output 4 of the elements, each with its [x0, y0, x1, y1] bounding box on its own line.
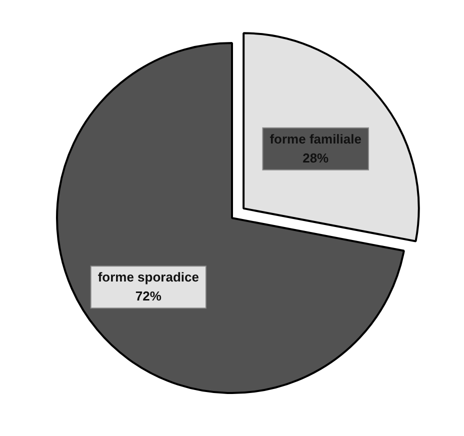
data-label: 28%	[302, 150, 330, 166]
data-label: 72%	[135, 288, 162, 304]
slice-label: forme familiale	[270, 131, 362, 146]
slice-label: forme sporadice	[98, 270, 199, 285]
